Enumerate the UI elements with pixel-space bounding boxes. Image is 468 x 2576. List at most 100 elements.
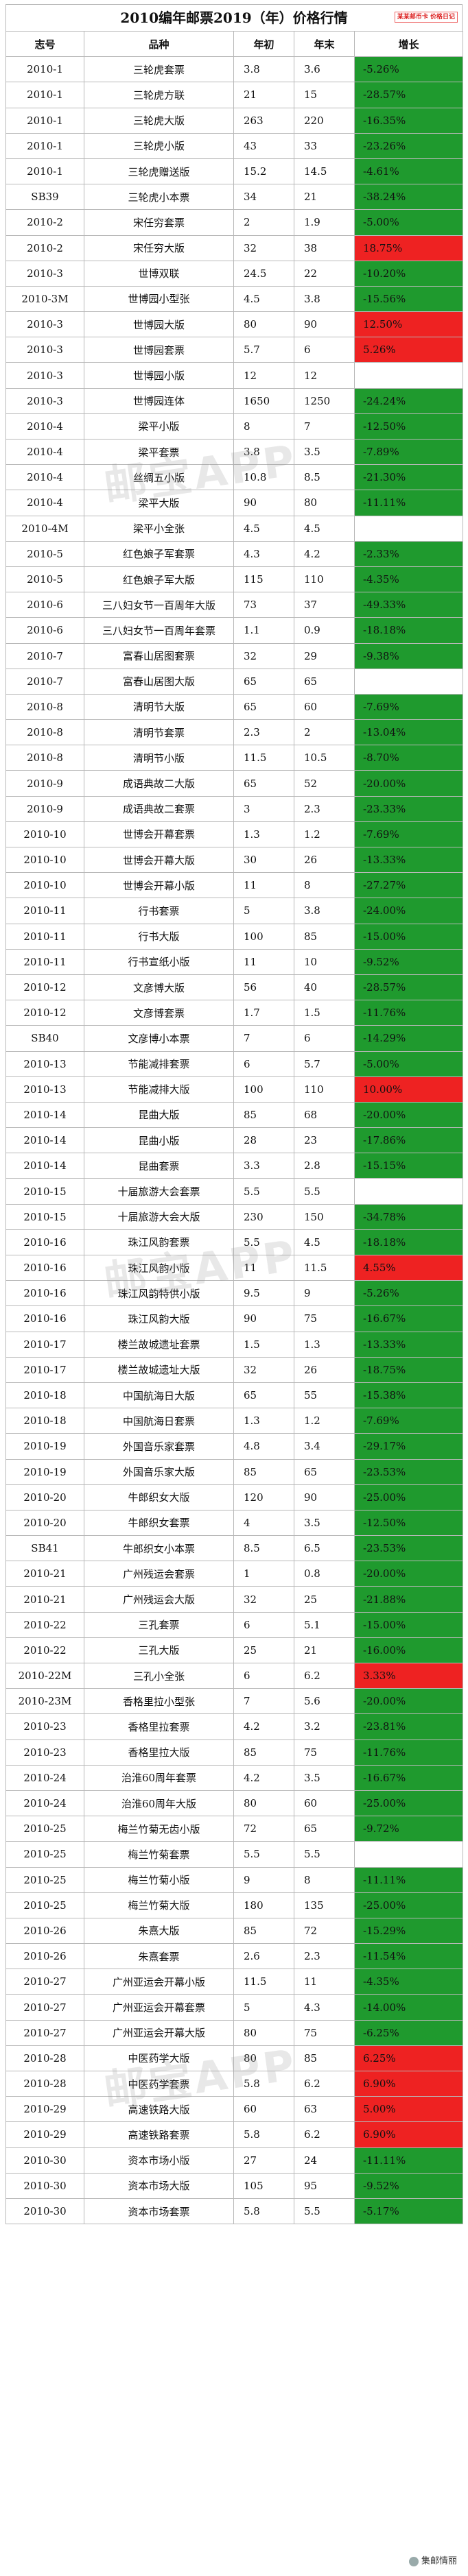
cell-change: -18.75% bbox=[354, 1356, 463, 1383]
cell-end: 4.5 bbox=[294, 515, 355, 542]
cell-change: -4.61% bbox=[354, 158, 463, 185]
cell-start: 5.8 bbox=[233, 2198, 294, 2225]
cell-id: 2010-4M bbox=[5, 515, 84, 542]
cell-name: 广州亚运会开幕大版 bbox=[84, 2019, 234, 2046]
table-row: 2010-30 资本市场大版 105 95 -9.52% bbox=[5, 2172, 463, 2199]
cell-start: 105 bbox=[233, 2172, 294, 2199]
table-row: 2010-18 中国航海日大版 65 55 -15.38% bbox=[5, 1382, 463, 1409]
wechat-icon bbox=[408, 2556, 419, 2566]
cell-change: -11.11% bbox=[354, 490, 463, 516]
table-row: 2010-7 富春山居图大版 65 65 bbox=[5, 668, 463, 695]
table-row: 2010-14 昆曲套票 3.3 2.8 -15.15% bbox=[5, 1153, 463, 1179]
cell-id: 2010-3M bbox=[5, 285, 84, 313]
cell-start: 24.5 bbox=[233, 260, 294, 287]
cell-start: 85 bbox=[233, 1739, 294, 1766]
cell-end: 8 bbox=[294, 1866, 355, 1893]
cell-end: 0.9 bbox=[294, 617, 355, 644]
table-row: 2010-26 朱熹大版 85 72 -15.29% bbox=[5, 1917, 463, 1945]
cell-change: -25.00% bbox=[354, 1892, 463, 1918]
cell-start: 1 bbox=[233, 1561, 294, 1587]
table-row: 2010-18 中国航海日套票 1.3 1.2 -7.69% bbox=[5, 1408, 463, 1434]
cell-end: 7 bbox=[294, 413, 355, 440]
cell-name: 三轮虎赠送版 bbox=[84, 158, 234, 185]
cell-change: -28.57% bbox=[354, 974, 463, 1001]
cell-id: 2010-25 bbox=[5, 1866, 84, 1893]
cell-start: 11.5 bbox=[233, 1969, 294, 1995]
cell-start: 2 bbox=[233, 209, 294, 236]
table-row: 2010-27 广州亚运会开幕套票 5 4.3 -14.00% bbox=[5, 1994, 463, 2021]
cell-id: 2010-2 bbox=[5, 234, 84, 261]
cell-id: 2010-22 bbox=[5, 1637, 84, 1664]
cell-id: 2010-3 bbox=[5, 362, 84, 389]
table-row: 2010-6 三八妇女节一百周年套票 1.1 0.9 -18.18% bbox=[5, 617, 463, 644]
cell-id: 2010-20 bbox=[5, 1509, 84, 1537]
cell-id: 2010-8 bbox=[5, 719, 84, 746]
cell-id: 2010-4 bbox=[5, 438, 84, 466]
cell-start: 5.5 bbox=[233, 1841, 294, 1868]
cell-id: 2010-27 bbox=[5, 2019, 84, 2046]
cell-id: 2010-24 bbox=[5, 1790, 84, 1817]
cell-start: 5 bbox=[233, 898, 294, 924]
table-row: 2010-11 行书大版 100 85 -15.00% bbox=[5, 923, 463, 950]
cell-id: 2010-4 bbox=[5, 413, 84, 440]
cell-end: 2.8 bbox=[294, 1153, 355, 1179]
cell-name: 世博园连体 bbox=[84, 387, 234, 414]
cell-name: 清明节小版 bbox=[84, 745, 234, 771]
cell-name: 三孔小全张 bbox=[84, 1662, 234, 1689]
cell-change: -20.00% bbox=[354, 770, 463, 797]
cell-change: -49.33% bbox=[354, 592, 463, 618]
table-header-row: 志号 品种 年初 年末 增长 bbox=[5, 30, 463, 58]
cell-name: 梅兰竹菊小版 bbox=[84, 1866, 234, 1893]
cell-start: 28 bbox=[233, 1127, 294, 1154]
cell-id: 2010-28 bbox=[5, 2070, 84, 2097]
cell-change: -6.25% bbox=[354, 2019, 463, 2046]
cell-name: 三轮虎方联 bbox=[84, 82, 234, 108]
table-row: 2010-25 梅兰竹菊无齿小版 72 65 -9.72% bbox=[5, 1816, 463, 1842]
cell-name: 珠江风韵套票 bbox=[84, 1229, 234, 1256]
table-row: 2010-13 节能减排套票 6 5.7 -5.00% bbox=[5, 1050, 463, 1077]
table-row: 2010-11 行书宣纸小版 11 10 -9.52% bbox=[5, 948, 463, 975]
cell-start: 85 bbox=[233, 1917, 294, 1945]
cell-id: 2010-16 bbox=[5, 1280, 84, 1307]
table-row: 2010-3 世博双联 24.5 22 -10.20% bbox=[5, 260, 463, 287]
table-row: 2010-27 广州亚运会开幕小版 11.5 11 -4.35% bbox=[5, 1969, 463, 1995]
cell-change: -20.00% bbox=[354, 1688, 463, 1715]
cell-id: 2010-25 bbox=[5, 1816, 84, 1842]
cell-end: 25 bbox=[294, 1586, 355, 1613]
cell-change: -28.57% bbox=[354, 82, 463, 108]
cell-start: 80 bbox=[233, 2045, 294, 2072]
cell-start: 90 bbox=[233, 1305, 294, 1332]
cell-id: 2010-22 bbox=[5, 1611, 84, 1638]
cell-end: 3.4 bbox=[294, 1433, 355, 1460]
cell-start: 2.6 bbox=[233, 1943, 294, 1970]
cell-change: -12.50% bbox=[354, 1509, 463, 1537]
cell-id: 2010-25 bbox=[5, 1892, 84, 1918]
cell-name: 梁平小全张 bbox=[84, 515, 234, 542]
cell-name: 节能减排套票 bbox=[84, 1050, 234, 1077]
cell-id: 2010-29 bbox=[5, 2121, 84, 2148]
cell-start: 10.8 bbox=[233, 464, 294, 491]
cell-id: 2010-16 bbox=[5, 1305, 84, 1332]
table-row: 2010-16 珠江风韵大版 90 75 -16.67% bbox=[5, 1305, 463, 1332]
footer-logo-text: 集邮情丽 bbox=[421, 2556, 457, 2566]
cell-name: 资本市场小版 bbox=[84, 2147, 234, 2174]
header-change: 增长 bbox=[354, 30, 463, 58]
cell-start: 90 bbox=[233, 490, 294, 516]
cell-id: 2010-21 bbox=[5, 1561, 84, 1587]
cell-change: 3.33% bbox=[354, 1662, 463, 1689]
cell-id: 2010-5 bbox=[5, 566, 84, 593]
table-row: SB41 牛郎织女小本票 8.5 6.5 -23.53% bbox=[5, 1535, 463, 1562]
cell-change bbox=[354, 362, 463, 389]
cell-id: 2010-26 bbox=[5, 1943, 84, 1970]
cell-name: 治淮60周年套票 bbox=[84, 1764, 234, 1791]
cell-name: 红色娘子军大版 bbox=[84, 566, 234, 593]
cell-name: 文彦博大版 bbox=[84, 974, 234, 1001]
cell-change: -27.27% bbox=[354, 872, 463, 899]
table-row: 2010-4M 梁平小全张 4.5 4.5 bbox=[5, 515, 463, 542]
cell-name: 梅兰竹菊无齿小版 bbox=[84, 1816, 234, 1842]
cell-id: 2010-19 bbox=[5, 1433, 84, 1460]
cell-id: 2010-1 bbox=[5, 107, 84, 134]
cell-change: -9.72% bbox=[354, 1816, 463, 1842]
cell-start: 65 bbox=[233, 1382, 294, 1409]
cell-end: 63 bbox=[294, 2096, 355, 2123]
